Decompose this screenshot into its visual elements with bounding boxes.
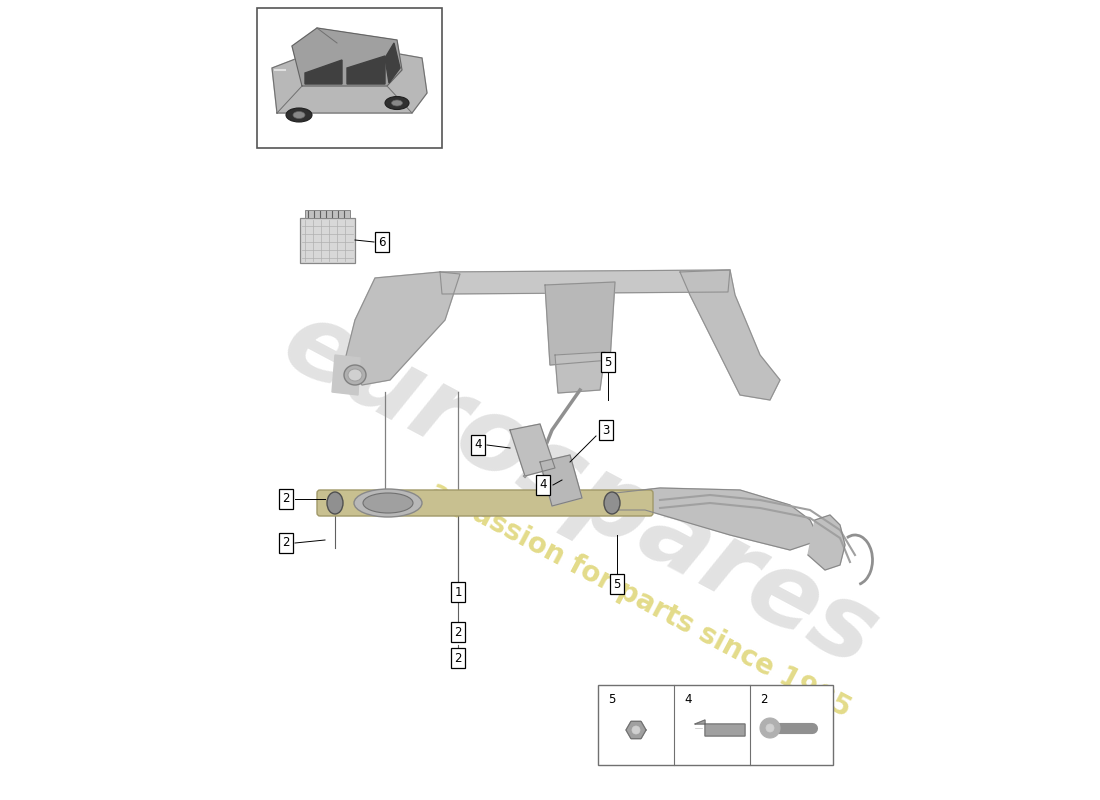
- Text: 6: 6: [378, 235, 386, 249]
- Text: 5: 5: [608, 693, 615, 706]
- Bar: [257, 8, 442, 148]
- FancyBboxPatch shape: [317, 490, 653, 516]
- Polygon shape: [440, 270, 730, 294]
- Text: 2: 2: [283, 493, 289, 506]
- Polygon shape: [636, 722, 646, 730]
- Ellipse shape: [385, 97, 409, 110]
- Text: 4: 4: [474, 438, 482, 451]
- Text: 3: 3: [603, 423, 609, 437]
- Polygon shape: [631, 722, 641, 730]
- Polygon shape: [346, 56, 385, 84]
- Circle shape: [766, 724, 774, 732]
- Bar: [300, 218, 355, 263]
- Polygon shape: [544, 282, 615, 365]
- Polygon shape: [610, 488, 820, 550]
- Polygon shape: [680, 270, 780, 400]
- Ellipse shape: [286, 108, 312, 122]
- Polygon shape: [631, 730, 641, 738]
- Text: 5: 5: [614, 578, 620, 590]
- Polygon shape: [540, 455, 582, 506]
- Bar: [305, 210, 350, 218]
- Ellipse shape: [344, 365, 366, 385]
- Text: eurospares: eurospares: [265, 291, 894, 689]
- Circle shape: [760, 718, 780, 738]
- Text: 5: 5: [604, 355, 612, 369]
- Polygon shape: [292, 28, 402, 86]
- Polygon shape: [332, 355, 360, 395]
- Polygon shape: [808, 515, 845, 570]
- Polygon shape: [626, 722, 636, 730]
- Polygon shape: [272, 43, 427, 113]
- Polygon shape: [510, 424, 556, 476]
- Polygon shape: [345, 272, 460, 385]
- Ellipse shape: [293, 111, 305, 118]
- Polygon shape: [626, 730, 636, 738]
- Ellipse shape: [348, 369, 362, 381]
- Text: 4: 4: [539, 478, 547, 491]
- Text: 2: 2: [454, 626, 462, 638]
- Ellipse shape: [354, 489, 422, 517]
- Polygon shape: [385, 43, 400, 83]
- Circle shape: [632, 726, 640, 734]
- Ellipse shape: [392, 100, 403, 106]
- Bar: [598, 685, 833, 765]
- Ellipse shape: [363, 493, 412, 513]
- Ellipse shape: [604, 492, 620, 514]
- Text: 2: 2: [760, 693, 768, 706]
- Polygon shape: [556, 352, 605, 393]
- Text: 1: 1: [454, 586, 462, 598]
- Polygon shape: [636, 730, 646, 738]
- Polygon shape: [695, 720, 745, 736]
- Text: a passion for parts since 1985: a passion for parts since 1985: [425, 477, 856, 723]
- Text: 2: 2: [283, 537, 289, 550]
- Polygon shape: [305, 60, 342, 84]
- Text: 4: 4: [684, 693, 692, 706]
- Ellipse shape: [327, 492, 343, 514]
- Text: 2: 2: [454, 651, 462, 665]
